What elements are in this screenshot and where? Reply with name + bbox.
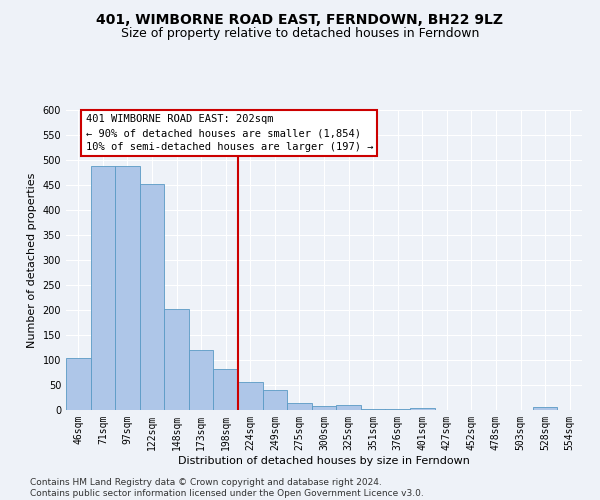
Bar: [91, 166, 115, 410]
Y-axis label: Number of detached properties: Number of detached properties: [27, 172, 37, 348]
Text: Contains HM Land Registry data © Crown copyright and database right 2024.
Contai: Contains HM Land Registry data © Crown c…: [30, 478, 424, 498]
Bar: [361, 409, 385, 410]
Bar: [533, 407, 557, 410]
Bar: [66, 358, 91, 410]
Bar: [115, 166, 140, 410]
Text: 401, WIMBORNE ROAD EAST, FERNDOWN, BH22 9LZ: 401, WIMBORNE ROAD EAST, FERNDOWN, BH22 …: [97, 12, 503, 26]
Bar: [263, 390, 287, 410]
Bar: [238, 382, 263, 410]
Bar: [140, 184, 164, 410]
Bar: [410, 408, 434, 410]
Bar: [385, 409, 410, 410]
Bar: [189, 350, 214, 410]
Bar: [287, 402, 312, 410]
Bar: [312, 406, 336, 410]
Text: 401 WIMBORNE ROAD EAST: 202sqm
← 90% of detached houses are smaller (1,854)
10% : 401 WIMBORNE ROAD EAST: 202sqm ← 90% of …: [86, 114, 373, 152]
X-axis label: Distribution of detached houses by size in Ferndown: Distribution of detached houses by size …: [178, 456, 470, 466]
Bar: [214, 368, 238, 410]
Bar: [164, 309, 189, 410]
Text: Size of property relative to detached houses in Ferndown: Size of property relative to detached ho…: [121, 28, 479, 40]
Bar: [336, 405, 361, 410]
